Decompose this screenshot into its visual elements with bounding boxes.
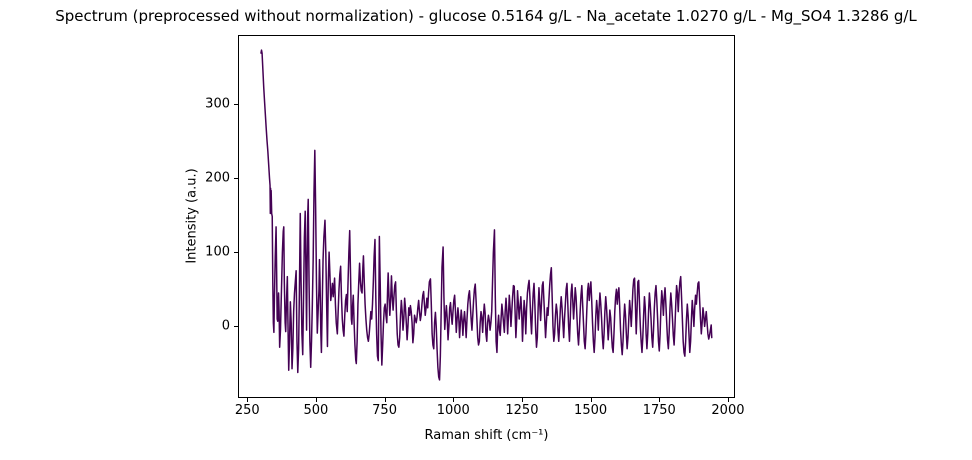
x-tick-mark — [521, 398, 523, 402]
x-axis-label: Raman shift (cm⁻¹) — [424, 428, 549, 443]
y-tick-mark — [234, 326, 238, 328]
plot-area — [238, 35, 735, 398]
spectrum-plot — [260, 49, 713, 381]
x-tick-mark — [590, 398, 592, 402]
x-tick-label: 750 — [372, 403, 397, 418]
x-tick-mark — [659, 398, 661, 402]
x-tick-mark — [315, 398, 317, 402]
x-tick-label: 250 — [234, 403, 260, 418]
x-tick-label: 1500 — [574, 403, 608, 418]
x-tick-label: 1000 — [436, 403, 470, 418]
spectrum-line — [260, 49, 713, 381]
y-tick-label: 200 — [205, 170, 230, 186]
y-tick-mark — [234, 177, 238, 179]
y-tick-mark — [234, 252, 238, 254]
y-tick-label: 0 — [221, 318, 230, 334]
y-tick-label: 100 — [205, 244, 230, 260]
x-tick-label: 1750 — [642, 403, 676, 418]
x-tick-label: 2000 — [711, 403, 745, 418]
x-tick-label: 500 — [303, 403, 329, 418]
x-tick-mark — [384, 398, 386, 402]
y-axis-label: Intensity (a.u.) — [184, 168, 200, 264]
y-tick-label: 300 — [205, 96, 230, 112]
x-tick-mark — [727, 398, 729, 402]
x-tick-label: 1250 — [505, 403, 539, 418]
y-tick-mark — [234, 103, 238, 105]
chart-title: Spectrum (preprocessed without normaliza… — [55, 7, 917, 25]
x-tick-mark — [247, 398, 249, 402]
x-tick-mark — [453, 398, 455, 402]
